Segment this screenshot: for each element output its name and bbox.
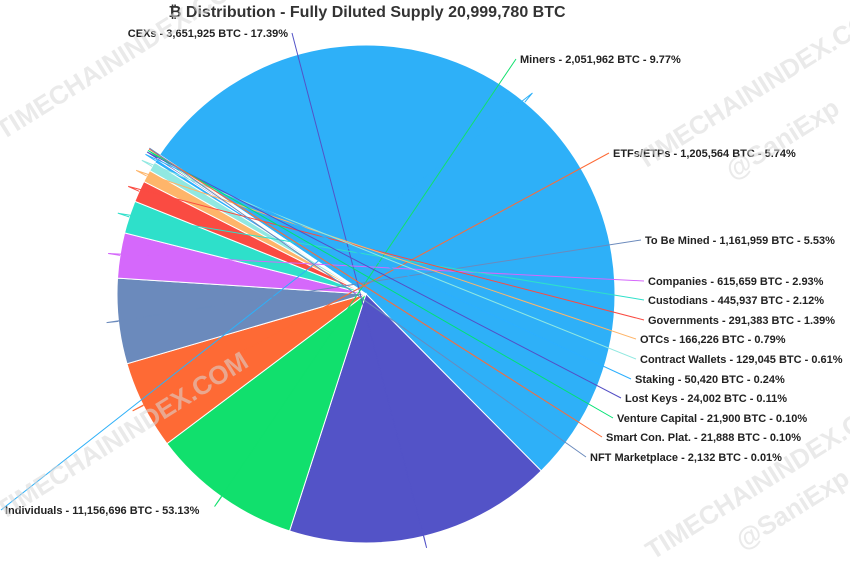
data-label: OTCs - 166,226 BTC - 0.79% [640, 334, 786, 346]
data-label: Contract Wallets - 129,045 BTC - 0.61% [640, 354, 843, 366]
data-label: Custodians - 445,937 BTC - 2.12% [648, 295, 824, 307]
connector-line [0, 92, 533, 511]
chart-title: ₿ Distribution - Fully Diluted Supply 20… [168, 4, 566, 21]
connector-line [148, 148, 603, 438]
data-label: NFT Marketplace - 2,132 BTC - 0.01% [590, 452, 782, 464]
data-label: Venture Capital - 21,900 BTC - 0.10% [617, 413, 807, 425]
connector-line [132, 152, 610, 412]
connector-line [146, 151, 622, 399]
data-label: Staking - 50,420 BTC - 0.24% [635, 374, 785, 386]
data-label: To Be Mined - 1,161,959 BTC - 5.53% [645, 235, 835, 247]
connector-line [108, 252, 645, 282]
connector-line [106, 239, 642, 324]
data-label: ETFs/ETPs - 1,205,564 BTC - 5.74% [613, 148, 796, 160]
connector-line [214, 58, 517, 507]
connector-line [135, 169, 637, 340]
data-label: Smart Con. Plat. - 21,888 BTC - 0.10% [606, 432, 801, 444]
connector-line [141, 159, 637, 360]
connector-line [291, 32, 428, 548]
connector-line [149, 147, 587, 458]
data-label: Individuals - 11,156,696 BTC - 53.13% [5, 505, 200, 517]
connector-line [117, 212, 645, 301]
data-label: CEXs - 3,651,925 BTC - 17.39% [128, 28, 288, 40]
data-label: Companies - 615,659 BTC - 2.93% [648, 276, 824, 288]
connector-line [145, 153, 632, 380]
connector-line [128, 185, 645, 321]
data-label: Governments - 291,383 BTC - 1.39% [648, 315, 835, 327]
data-label: Lost Keys - 24,002 BTC - 0.11% [625, 393, 787, 405]
connector-line [147, 149, 614, 419]
data-label: Miners - 2,051,962 BTC - 9.77% [520, 54, 681, 66]
